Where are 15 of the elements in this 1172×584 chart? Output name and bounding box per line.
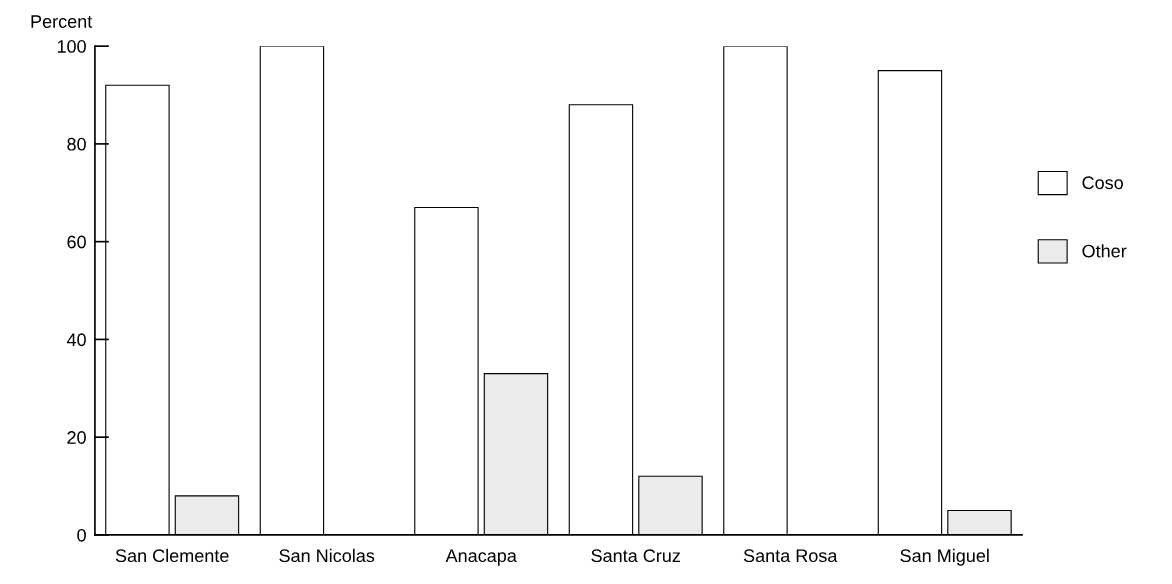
x-tick-label: San Clemente [115, 548, 229, 563]
y-axis-title: Percent [31, 15, 93, 28]
legend-label: Other [1082, 244, 1127, 258]
x-tick-label: Santa Cruz [591, 549, 680, 563]
x-tick-label: Anacapa [445, 549, 517, 566]
x-tick-label: San Miguel [900, 548, 989, 566]
y-tick-label: 40 [66, 333, 86, 347]
y-tick-label: 80 [67, 137, 86, 151]
legend-label: Coso [1082, 176, 1123, 190]
y-tick-label: 0 [77, 528, 86, 542]
y-tick-label: 100 [57, 40, 86, 53]
x-tick-label: Santa Rosa [743, 549, 838, 563]
y-tick-label: 20 [67, 431, 86, 444]
x-tick-label: San Nicolas [279, 548, 375, 563]
y-tick-label: 60 [67, 235, 86, 249]
